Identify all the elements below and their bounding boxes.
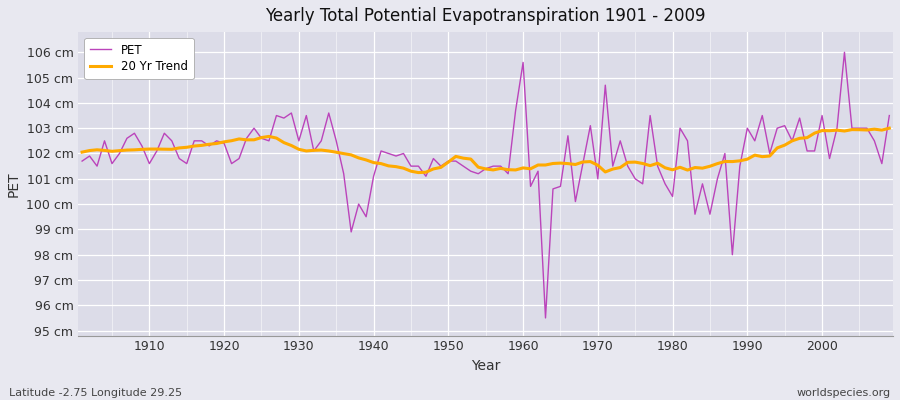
Y-axis label: PET: PET — [7, 171, 21, 197]
PET — [540, 316, 551, 320]
Line: 20 Yr Trend: 20 Yr Trend — [82, 128, 889, 172]
20 Yr Trend — [301, 148, 311, 153]
PET — [301, 113, 311, 118]
Title: Yearly Total Potential Evapotranspiration 1901 - 2009: Yearly Total Potential Evapotranspiratio… — [266, 7, 706, 25]
Line: PET: PET — [82, 52, 889, 318]
20 Yr Trend — [518, 166, 528, 170]
PET — [510, 108, 521, 113]
20 Yr Trend — [615, 165, 626, 170]
PET — [346, 230, 356, 234]
Legend: PET, 20 Yr Trend: PET, 20 Yr Trend — [85, 38, 194, 79]
PET — [518, 60, 528, 65]
Text: worldspecies.org: worldspecies.org — [796, 388, 891, 398]
20 Yr Trend — [884, 126, 895, 130]
Text: Latitude -2.75 Longitude 29.25: Latitude -2.75 Longitude 29.25 — [9, 388, 182, 398]
PET — [884, 113, 895, 118]
PET — [137, 144, 148, 148]
20 Yr Trend — [346, 152, 356, 157]
PET — [615, 138, 626, 143]
PET — [76, 159, 87, 164]
20 Yr Trend — [413, 170, 424, 175]
20 Yr Trend — [76, 150, 87, 154]
20 Yr Trend — [526, 166, 536, 171]
PET — [839, 50, 850, 55]
X-axis label: Year: Year — [471, 359, 500, 373]
20 Yr Trend — [137, 147, 148, 152]
